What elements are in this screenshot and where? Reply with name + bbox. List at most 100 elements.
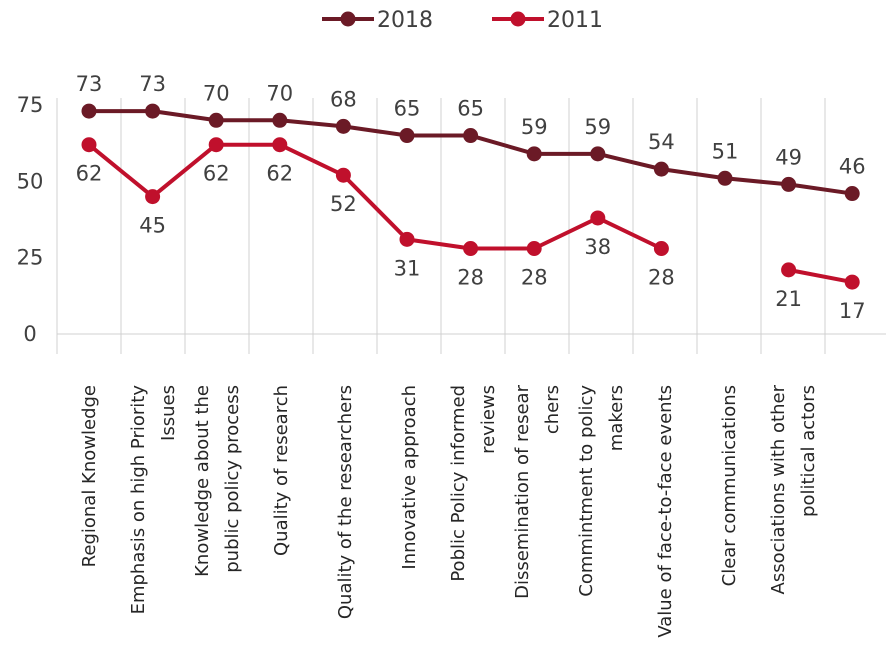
y-tick-label: 75 <box>17 93 44 117</box>
x-tick-label: Quality of the researchers <box>335 385 356 619</box>
series-2011-data-label: 28 <box>457 266 484 290</box>
x-tick-label-line: Innovative approach <box>399 385 420 570</box>
series-2018-point <box>208 112 224 128</box>
series-2011-data-label: 28 <box>648 266 675 290</box>
series-2011-point <box>844 274 860 290</box>
data-labels: 73 73 70 70 68 65 65 59 59 54 51 49 46 62 45 62 62 52 31 28… <box>76 72 866 323</box>
series-lines <box>81 103 860 290</box>
x-tick-label-line: Value of face-to-face events <box>655 385 676 638</box>
series-2018-point <box>399 128 415 144</box>
series-2011-line <box>87 142 664 251</box>
series-2018-point <box>653 161 669 177</box>
series-2018-data-label: 51 <box>712 139 739 163</box>
series-2011-point <box>335 167 351 183</box>
series-2011-data-label: 52 <box>330 192 357 216</box>
x-tick-label-line: Clear communications <box>719 385 740 586</box>
series-2011-point <box>81 137 97 153</box>
series-2018-data-label: 70 <box>266 81 293 105</box>
y-tick-label: 50 <box>17 169 44 193</box>
x-tick-label-line: political actors <box>798 385 819 517</box>
series-2018-data-label: 73 <box>139 72 166 96</box>
series-2011-line <box>786 267 855 285</box>
series-2011-data-label: 62 <box>266 162 293 186</box>
series-2011-point <box>463 241 479 257</box>
x-tick-label-line: Knowledge about the <box>192 385 213 577</box>
x-tick-label-line: makers <box>606 385 627 451</box>
series-2011-point <box>145 189 161 205</box>
x-tick-label-line: Commintment to policy <box>576 385 597 597</box>
series-2018 <box>81 103 860 202</box>
legend-label: 2018 <box>377 8 433 33</box>
series-2011-data-label: 31 <box>394 256 421 280</box>
x-tick-label-line: Quality of research <box>271 385 292 556</box>
series-2011-data-label: 62 <box>203 162 230 186</box>
x-tick-label-line: reviews <box>478 385 499 454</box>
x-tick-label: Dissemination of resear chers <box>512 384 563 598</box>
series-2018-point <box>272 112 288 128</box>
series-2011-point <box>781 262 797 278</box>
series-2011-data-label: 28 <box>521 266 548 290</box>
series-2018-data-label: 46 <box>839 155 866 179</box>
x-axis: Regional Knowledge Emphasis on high Prior… <box>79 384 819 637</box>
x-tick-label: Emphasis on high Priority Issues <box>128 385 179 615</box>
y-axis: 0 25 50 75 <box>17 93 44 346</box>
series-2011-data-label: 38 <box>584 235 611 259</box>
series-2011-data-label: 45 <box>139 214 166 238</box>
x-tick-label-line: chers <box>542 385 563 434</box>
x-tick-label-line: Dissemination of resear <box>512 384 533 598</box>
x-tick-label-line: Poblic Policy informed <box>448 385 469 582</box>
series-2018-data-label: 59 <box>521 115 548 139</box>
series-2011-point <box>399 231 415 247</box>
x-tick-label: Quality of research <box>271 385 292 556</box>
series-2011-point <box>590 210 606 226</box>
x-tick-label: Associations with other political actors <box>768 384 819 594</box>
x-tick-label: Innovative approach <box>399 385 420 570</box>
series-2011-point <box>653 241 669 257</box>
x-tick-label-line: Issues <box>158 385 179 441</box>
x-tick-label-line: Regional Knowledge <box>79 385 100 567</box>
y-tick-label: 25 <box>17 246 44 270</box>
series-2011 <box>81 137 860 290</box>
x-tick-label: Clear communications <box>719 385 740 586</box>
series-2018-data-label: 54 <box>648 130 675 154</box>
series-2011-point <box>272 137 288 153</box>
series-2018-point <box>844 186 860 202</box>
x-tick-label-line: public policy process <box>222 385 243 573</box>
series-2011-data-label: 21 <box>775 287 802 311</box>
series-2018-point <box>463 128 479 144</box>
x-tick-label-line: Quality of the researchers <box>335 385 356 619</box>
legend: 2018 2011 <box>322 8 603 33</box>
legend-swatch-marker <box>340 11 356 27</box>
series-2018-data-label: 65 <box>394 97 421 121</box>
series-2018-point <box>717 170 733 186</box>
x-tick-label: Knowledge about the public policy process <box>192 385 243 577</box>
series-2011-point <box>208 137 224 153</box>
y-tick-label: 0 <box>23 322 36 346</box>
category-separators <box>56 98 886 354</box>
legend-item-2011: 2011 <box>492 8 603 33</box>
x-tick-label-line: Emphasis on high Priority <box>128 385 149 615</box>
x-tick-label: Value of face-to-face events <box>655 385 676 638</box>
legend-item-2018: 2018 <box>322 8 433 33</box>
x-tick-label: Regional Knowledge <box>79 385 100 567</box>
legend-label: 2011 <box>547 8 603 33</box>
series-2011-data-label: 62 <box>76 162 103 186</box>
series-2018-data-label: 73 <box>76 72 103 96</box>
legend-swatch-marker <box>510 11 526 27</box>
series-2018-point <box>526 146 542 162</box>
series-2018-point <box>781 176 797 192</box>
x-tick-label-line: Associations with other <box>768 384 789 594</box>
series-2018-data-label: 65 <box>457 97 484 121</box>
series-2018-point <box>145 103 161 119</box>
x-tick-label: Poblic Policy informed reviews <box>448 385 499 582</box>
series-2011-point <box>526 241 542 257</box>
series-2018-data-label: 68 <box>330 87 357 111</box>
series-2018-data-label: 49 <box>775 145 802 169</box>
series-2018-point <box>335 118 351 134</box>
series-2018-data-label: 70 <box>203 81 230 105</box>
x-tick-label: Commintment to policy makers <box>576 385 627 597</box>
series-2018-point <box>590 146 606 162</box>
series-2018-data-label: 59 <box>584 115 611 139</box>
series-2018-point <box>81 103 97 119</box>
